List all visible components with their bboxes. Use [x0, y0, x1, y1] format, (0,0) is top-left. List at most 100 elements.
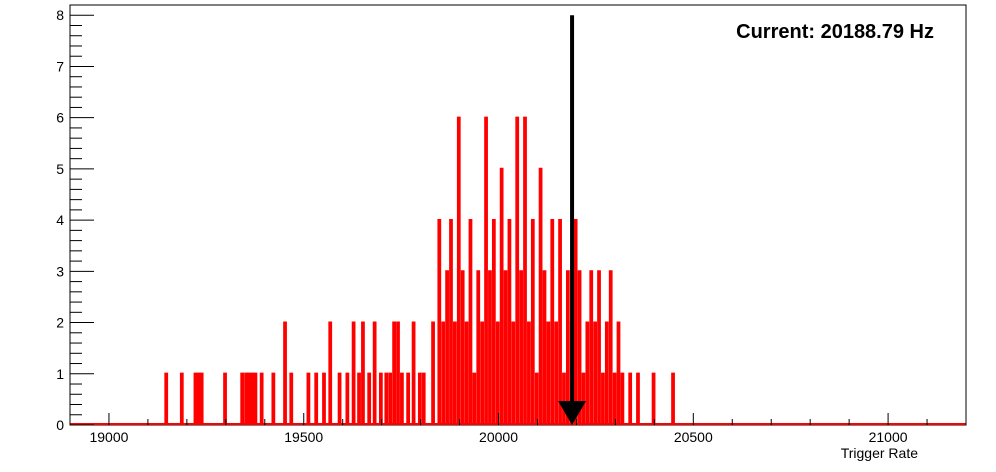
histogram-bin — [484, 116, 488, 424]
histogram-bin — [351, 321, 356, 424]
histogram-series — [70, 116, 966, 425]
histogram-bin — [503, 270, 508, 424]
histogram-bin — [199, 372, 204, 424]
histogram-bin — [417, 372, 422, 424]
histogram-bin — [196, 372, 201, 424]
histogram-bin — [530, 219, 535, 424]
histogram-bin — [620, 372, 625, 424]
histogram-bin — [565, 270, 570, 424]
histogram-bin — [453, 321, 457, 424]
histogram-bin — [289, 372, 294, 424]
y-tick-label: 7 — [56, 58, 64, 74]
histogram-bin — [314, 372, 319, 424]
y-tick-label: 4 — [56, 212, 64, 228]
histogram-bin — [367, 372, 372, 424]
histogram-bin — [488, 270, 492, 424]
histogram-bin — [593, 321, 598, 424]
histogram-bin — [396, 321, 400, 424]
histogram-bin — [597, 270, 601, 424]
histogram-bin — [480, 321, 485, 424]
histogram-bin — [247, 372, 252, 424]
histogram-bin — [361, 321, 365, 424]
histogram-bin — [601, 372, 605, 424]
histogram-bin — [253, 372, 258, 424]
histogram-bin — [604, 321, 609, 424]
y-tick-label: 8 — [56, 7, 64, 23]
histogram-bin — [546, 321, 551, 424]
histogram-bin — [193, 372, 198, 424]
histogram-bin — [612, 372, 617, 424]
x-axis-title: Trigger Rate — [841, 445, 919, 461]
histogram-bin — [406, 372, 411, 424]
histogram-bin — [523, 116, 527, 424]
histogram-bin — [283, 321, 287, 424]
histogram-bin — [306, 372, 311, 424]
histogram-bin — [651, 372, 656, 424]
y-tick-label: 6 — [56, 110, 64, 126]
histogram-bin — [392, 321, 396, 424]
histogram-bin — [441, 321, 446, 424]
histogram-bin — [345, 372, 350, 424]
histogram-bin — [554, 321, 559, 424]
current-value-annotation: Current: 20188.79 Hz — [736, 21, 934, 43]
histogram-bin — [476, 270, 481, 424]
y-tick-label: 5 — [56, 161, 64, 177]
histogram-bin — [608, 270, 613, 424]
histogram-bin — [357, 372, 361, 424]
histogram-bin — [384, 372, 389, 424]
histogram-bin — [378, 372, 383, 424]
y-axis: 0 1 2 3 4 5 6 7 8 — [56, 7, 94, 433]
x-tick-label: 20000 — [479, 429, 518, 445]
histogram-bin — [372, 321, 377, 424]
histogram-bin — [589, 270, 594, 424]
histogram-bin — [577, 270, 582, 424]
histogram-bin — [388, 372, 393, 424]
y-tick-label: 2 — [56, 315, 64, 331]
histogram-bin — [259, 372, 264, 424]
histogram-bin — [468, 219, 473, 424]
histogram-bin — [671, 372, 675, 424]
histogram-bin — [558, 219, 562, 424]
histogram-bin — [411, 321, 416, 424]
histogram-bin — [250, 372, 255, 424]
histogram-bin — [223, 372, 227, 424]
y-tick-label: 3 — [56, 263, 64, 279]
current-value-arrow — [558, 15, 587, 425]
histogram-bin — [562, 372, 566, 424]
x-tick-label: 21000 — [869, 429, 908, 445]
x-tick-label: 20500 — [674, 429, 713, 445]
histogram-bin — [628, 372, 633, 424]
histogram-bin — [538, 167, 543, 424]
histogram-bin — [581, 372, 586, 424]
histogram-bin — [550, 219, 555, 424]
histogram-bin — [400, 372, 404, 424]
histogram-bin — [507, 219, 512, 424]
histogram-bin — [527, 321, 531, 424]
histogram-bin — [431, 321, 435, 424]
histogram-bin — [437, 219, 442, 424]
histogram-bin — [240, 372, 245, 424]
histogram-bin — [244, 372, 248, 424]
x-tick-label: 19000 — [89, 429, 128, 445]
histogram-bin — [464, 321, 469, 424]
y-tick-label: 0 — [56, 417, 64, 433]
histogram-bin — [179, 372, 184, 424]
histogram-bin — [511, 321, 516, 424]
histogram-bin — [445, 270, 449, 424]
histogram-bin — [164, 372, 169, 424]
x-axis: 19000 19500 20000 20500 21000 — [69, 413, 967, 445]
histogram-bin — [495, 321, 500, 424]
histogram-bin — [449, 219, 453, 424]
histogram-bin — [421, 372, 426, 424]
histogram-bin — [472, 372, 477, 424]
histogram-bin — [456, 116, 461, 424]
histogram-bin — [460, 270, 465, 424]
histogram-bin — [491, 219, 496, 424]
histogram-bin — [322, 372, 326, 424]
histogram-bin — [271, 372, 276, 424]
arrow-head — [558, 401, 587, 425]
x-tick-label: 19500 — [284, 429, 323, 445]
histogram-bin — [636, 372, 640, 424]
